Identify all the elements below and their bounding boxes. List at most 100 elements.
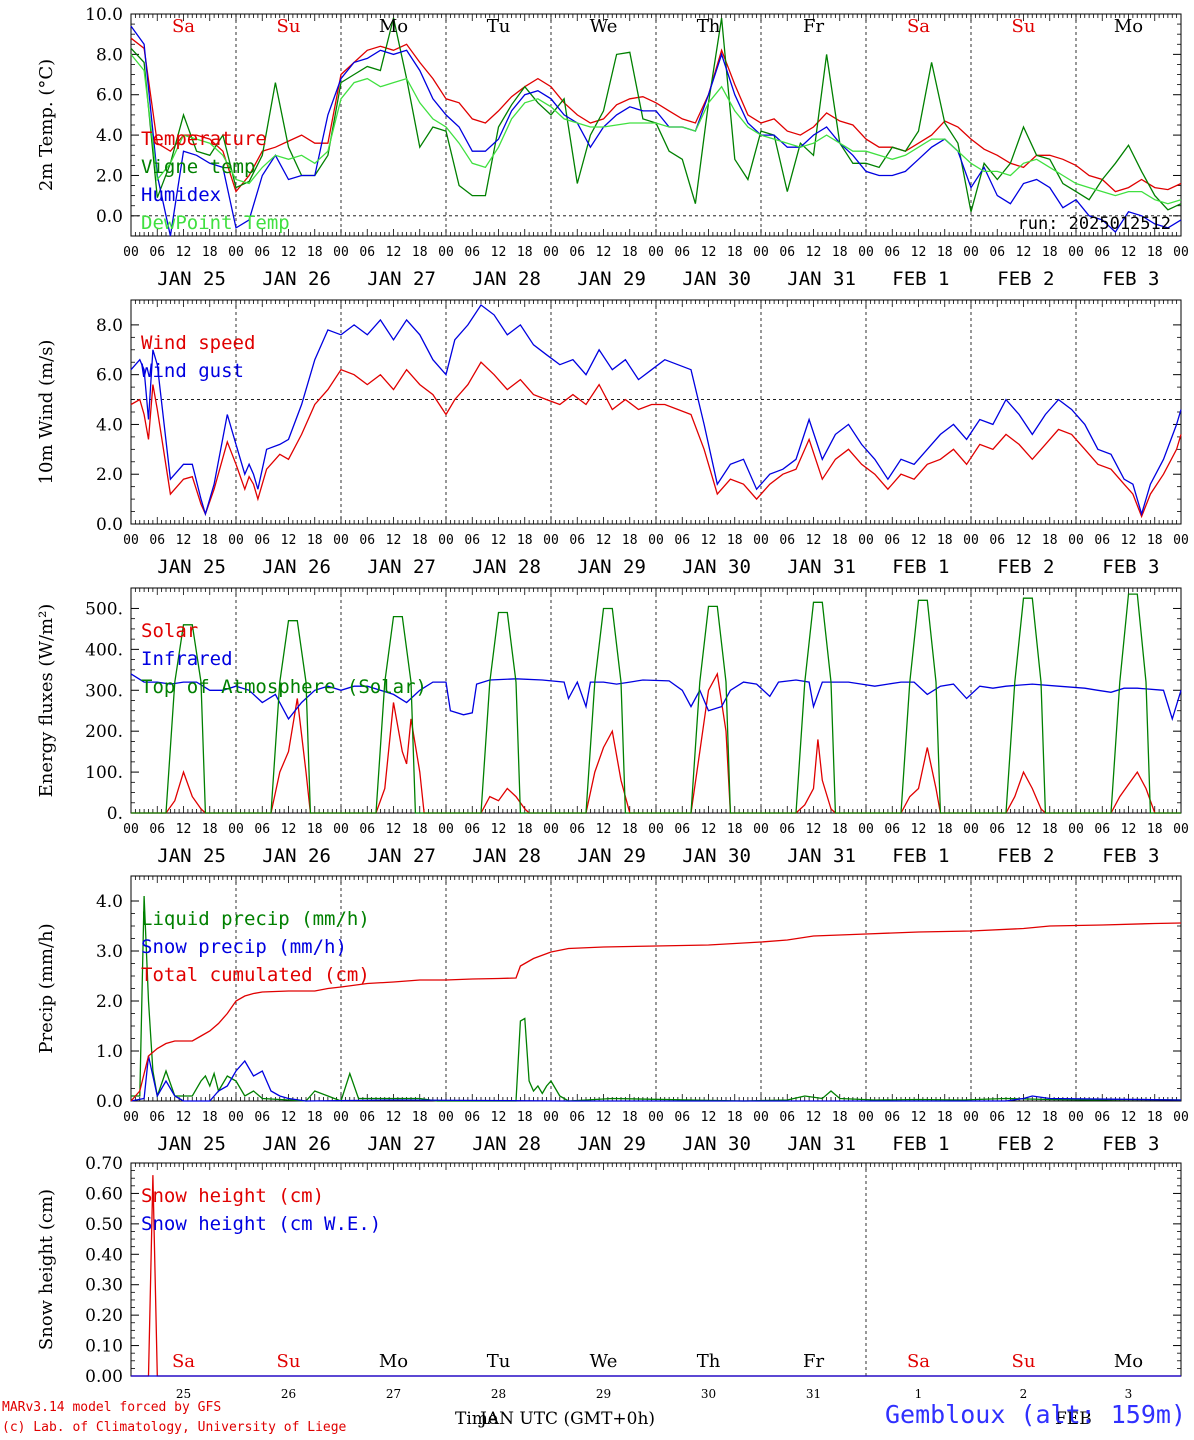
run-label: run: 2025012512 <box>1017 214 1171 234</box>
weekday-label: Su <box>1012 1351 1036 1372</box>
day-number: 29 <box>596 1387 611 1401</box>
hour-label: 12 <box>176 533 192 548</box>
panel-5: 0.00 0.10 0.20 0.30 0.40 0.50 0.60 0.70 Snow hei… <box>36 1154 1182 1429</box>
legend-entry: Wind speed <box>141 332 255 354</box>
weekday-label: Fr <box>803 16 824 37</box>
hour-label: 00 <box>438 245 454 260</box>
hour-label: 12 <box>701 1110 717 1125</box>
panel-3: 0. 100. 200. 300. 400. 500. Energy fluxes (W/m… <box>36 587 1189 867</box>
hour-label: 06 <box>464 533 480 548</box>
legend-entry: Snow precip (mm/h) <box>141 936 347 958</box>
hour-label: 12 <box>281 1110 297 1125</box>
hour-label: 06 <box>359 822 375 837</box>
hour-label: 06 <box>674 1110 690 1125</box>
hour-label: 12 <box>281 245 297 260</box>
y-tick-label: 0.60 <box>85 1184 123 1204</box>
hour-label: 18 <box>622 822 638 837</box>
date-label: JAN 31 <box>787 845 856 867</box>
hour-label: 06 <box>779 822 795 837</box>
model-credit: MARv3.14 model forced by GFS <box>2 1400 222 1415</box>
hour-label: 06 <box>254 822 270 837</box>
y-tick-label: 400. <box>85 640 123 660</box>
hour-label: 12 <box>596 1110 612 1125</box>
date-label: JAN 26 <box>262 268 331 290</box>
date-label: JAN 30 <box>682 556 751 578</box>
date-label: JAN 25 <box>157 556 226 578</box>
hour-label: 18 <box>937 822 953 837</box>
hour-label: 12 <box>176 245 192 260</box>
time-axis-label: FEB <box>1055 1409 1092 1429</box>
hour-label: 00 <box>1068 245 1084 260</box>
hour-label: 12 <box>1016 822 1032 837</box>
hour-label: 06 <box>359 245 375 260</box>
hour-label: 12 <box>1016 245 1032 260</box>
plot-frame <box>130 299 1182 525</box>
lab-credit: (c) Lab. of Climatology, University of L… <box>2 1420 347 1435</box>
date-label: JAN 29 <box>577 845 646 867</box>
hour-label: 12 <box>596 533 612 548</box>
hour-label: 06 <box>989 245 1005 260</box>
date-label: JAN 26 <box>262 1133 331 1155</box>
hour-label: 18 <box>517 822 533 837</box>
legend-entry: Humidex <box>141 184 221 206</box>
y-tick-label: 8.0 <box>96 45 123 65</box>
date-label: JAN 28 <box>472 556 541 578</box>
hour-label: 06 <box>254 533 270 548</box>
hour-label: 18 <box>832 245 848 260</box>
panel-4: 0.0 1.0 2.0 3.0 4.0 Precip (mm/h) Liquid preci… <box>36 875 1189 1155</box>
hour-label: 00 <box>123 533 139 548</box>
y-tick-label: 6.0 <box>96 366 123 386</box>
legend-entry: Snow height (cm) <box>141 1185 324 1207</box>
hour-label: 00 <box>438 822 454 837</box>
legend-entry: Liquid precip (mm/h) <box>141 908 370 930</box>
y-tick-label: 0.70 <box>85 1154 123 1174</box>
date-label: FEB 3 <box>1102 845 1159 867</box>
legend-entry: Total cumulated (cm) <box>141 964 370 986</box>
hour-label: 00 <box>333 822 349 837</box>
hour-label: 06 <box>359 1110 375 1125</box>
hour-label: 18 <box>727 1110 743 1125</box>
date-label: JAN 29 <box>577 1133 646 1155</box>
date-label: JAN 25 <box>157 845 226 867</box>
hour-label: 06 <box>989 822 1005 837</box>
hour-label: 18 <box>1042 1110 1058 1125</box>
series-line <box>130 361 1182 519</box>
legend-entry: Top of Atmosphere (Solar) <box>141 676 427 698</box>
legend-entry: Snow height (cm W.E.) <box>141 1213 381 1235</box>
hour-label: 18 <box>202 533 218 548</box>
y-tick-label: 6.0 <box>96 86 123 106</box>
hour-label: 12 <box>491 822 507 837</box>
hour-label: 06 <box>569 1110 585 1125</box>
weekday-label: We <box>590 1351 618 1372</box>
time-axis-label: JAN UTC (GMT+0h) <box>478 1409 655 1429</box>
hour-label: 18 <box>307 245 323 260</box>
hour-label: 06 <box>1094 245 1110 260</box>
hour-label: 00 <box>648 822 664 837</box>
date-label: FEB 3 <box>1102 1133 1159 1155</box>
hour-label: 18 <box>622 533 638 548</box>
hour-label: 12 <box>911 533 927 548</box>
hour-label: 18 <box>832 1110 848 1125</box>
y-axis-label: Precip (mm/h) <box>36 923 57 1053</box>
hour-label: 00 <box>858 1110 874 1125</box>
hour-label: 00 <box>123 822 139 837</box>
hour-label: 12 <box>701 245 717 260</box>
day-number: 30 <box>701 1387 716 1401</box>
hour-label: 00 <box>333 1110 349 1125</box>
date-label: JAN 26 <box>262 556 331 578</box>
hour-label: 18 <box>307 533 323 548</box>
y-axis-label: Energy fluxes (W/m²) <box>36 604 57 798</box>
y-tick-label: 4.0 <box>96 415 123 435</box>
legend-entry: Vigne temp <box>141 156 255 178</box>
y-tick-label: 1.0 <box>96 1042 123 1062</box>
y-axis-label: Snow height (cm) <box>36 1189 57 1350</box>
weekday-label: Mo <box>379 1351 408 1372</box>
hour-label: 00 <box>543 533 559 548</box>
hour-label: 18 <box>1147 1110 1163 1125</box>
hour-label: 18 <box>1042 533 1058 548</box>
hour-label: 18 <box>622 245 638 260</box>
weekday-label: Su <box>277 16 301 37</box>
y-tick-label: 4.0 <box>96 892 123 912</box>
day-number: 2 <box>1020 1387 1028 1401</box>
hour-label: 00 <box>858 245 874 260</box>
